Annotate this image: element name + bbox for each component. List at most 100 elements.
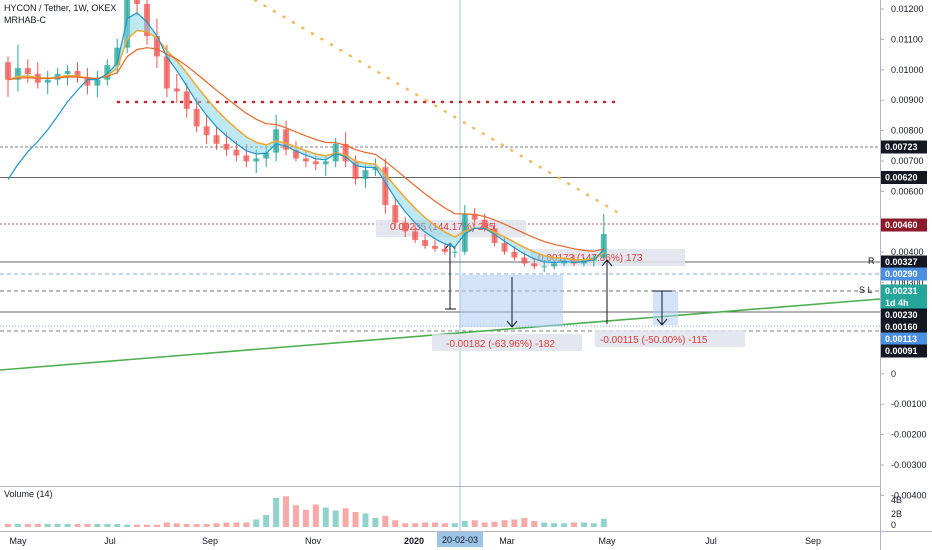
- time-tick-label: May: [598, 536, 616, 546]
- candle-body: [213, 135, 220, 144]
- price-tick-label: 0.00600: [891, 186, 924, 196]
- volume-bar: [491, 521, 498, 527]
- price-tag-bg: [881, 344, 927, 358]
- volume-bar: [481, 522, 488, 527]
- volume-bar: [322, 507, 329, 527]
- volume-bar: [531, 521, 538, 527]
- candle-body: [163, 56, 170, 89]
- volume-bar: [74, 524, 81, 527]
- candle-body: [223, 143, 230, 150]
- price-tick-label: 0.00700: [891, 156, 924, 166]
- price-tag-label: 0.00160: [885, 322, 918, 332]
- volume-bar: [541, 522, 548, 527]
- plot-background: [0, 0, 880, 550]
- volume-bar: [163, 522, 170, 527]
- volume-bar: [471, 520, 478, 527]
- candle-body: [541, 266, 548, 268]
- resistance-label: R: [868, 256, 875, 266]
- projection-box: [653, 291, 678, 325]
- candle-body: [451, 251, 458, 253]
- volume-tick-label: 0: [891, 520, 896, 530]
- candle-body: [243, 155, 250, 162]
- price-tag-label: 0.00327: [885, 257, 918, 267]
- candle-body: [521, 257, 528, 264]
- candle-body: [74, 71, 81, 77]
- price-tag-label: 0.00290: [885, 269, 918, 279]
- candle-body: [412, 231, 419, 241]
- volume-bar: [44, 524, 51, 527]
- candle-body: [292, 149, 299, 159]
- price-tag-bg: [881, 296, 927, 310]
- volume-bar: [104, 524, 111, 527]
- price-tick-label: -0.00100: [891, 399, 927, 409]
- price-tag-bg: [881, 332, 927, 346]
- price-tick-label: 0.01200: [891, 4, 924, 14]
- volume-bar: [382, 515, 389, 527]
- measure-label: -0.00115 (-50.00%) -115: [600, 335, 708, 346]
- volume-bar: [511, 519, 518, 527]
- candle-body: [372, 167, 379, 171]
- volume-bar: [521, 518, 528, 527]
- volume-bar: [34, 524, 41, 527]
- volume-bar: [263, 515, 270, 527]
- candle-body: [263, 152, 270, 159]
- volume-bar: [84, 524, 91, 527]
- volume-bar: [233, 522, 240, 527]
- time-tick-label: Jul: [705, 536, 717, 546]
- candle-body: [342, 143, 349, 162]
- candle-body: [491, 228, 498, 243]
- price-tag-bg: [881, 284, 927, 298]
- candle-body: [481, 219, 488, 229]
- volume-bar: [173, 523, 180, 527]
- candle-body: [511, 251, 518, 258]
- volume-bar: [501, 520, 508, 527]
- volume-bar: [64, 524, 71, 527]
- candle-body: [203, 126, 210, 136]
- time-tick-label: 2020: [404, 536, 424, 546]
- volume-bar: [431, 522, 438, 527]
- volume-bar: [283, 496, 290, 527]
- volume-bar: [153, 524, 160, 527]
- volume-bar: [124, 524, 131, 527]
- volume-bar: [362, 513, 369, 527]
- volume-bar: [24, 524, 31, 527]
- candle-body: [193, 108, 200, 127]
- volume-bar: [600, 518, 607, 527]
- candle-body: [104, 65, 111, 80]
- measure-arrow-up-2-head: [601, 259, 613, 267]
- candle-body: [352, 161, 359, 179]
- volume-bar: [352, 512, 359, 527]
- candle-body: [84, 76, 91, 86]
- candle-body: [551, 263, 558, 267]
- volume-bar: [441, 523, 448, 527]
- volume-title: Volume (14): [4, 489, 53, 499]
- volume-tick-label: 2B: [891, 509, 902, 519]
- volume-bar: [551, 523, 558, 527]
- ema-slow-line: [7, 29, 605, 261]
- price-tag-label: 1d 4h: [885, 298, 909, 308]
- price-tag-label: 0.00723: [885, 142, 918, 152]
- volume-bar: [590, 523, 597, 527]
- ema-fast-line: [7, 12, 605, 264]
- price-tag-label: 0.00231: [885, 286, 918, 296]
- price-tick-label: -0.00200: [891, 430, 927, 440]
- volume-bar: [273, 497, 280, 527]
- volume-bar: [114, 524, 121, 527]
- volume-bar: [392, 520, 399, 527]
- volume-bar: [134, 524, 141, 527]
- measure-arrow-down-2-head: [656, 318, 668, 326]
- volume-tick-label: 4B: [891, 495, 902, 505]
- price-tag-label: 0.00113: [885, 334, 917, 344]
- volume-bar: [571, 522, 578, 527]
- candle-body: [183, 91, 190, 109]
- price-tag-bg: [881, 267, 927, 281]
- price-tick-label: 0: [891, 369, 896, 379]
- candle-body: [302, 158, 309, 162]
- volume-bar: [144, 524, 151, 527]
- volume-bar: [302, 509, 309, 527]
- volume-bar: [183, 524, 190, 527]
- time-tick-label: Mar: [499, 536, 515, 546]
- ema-long-line: [7, 47, 604, 252]
